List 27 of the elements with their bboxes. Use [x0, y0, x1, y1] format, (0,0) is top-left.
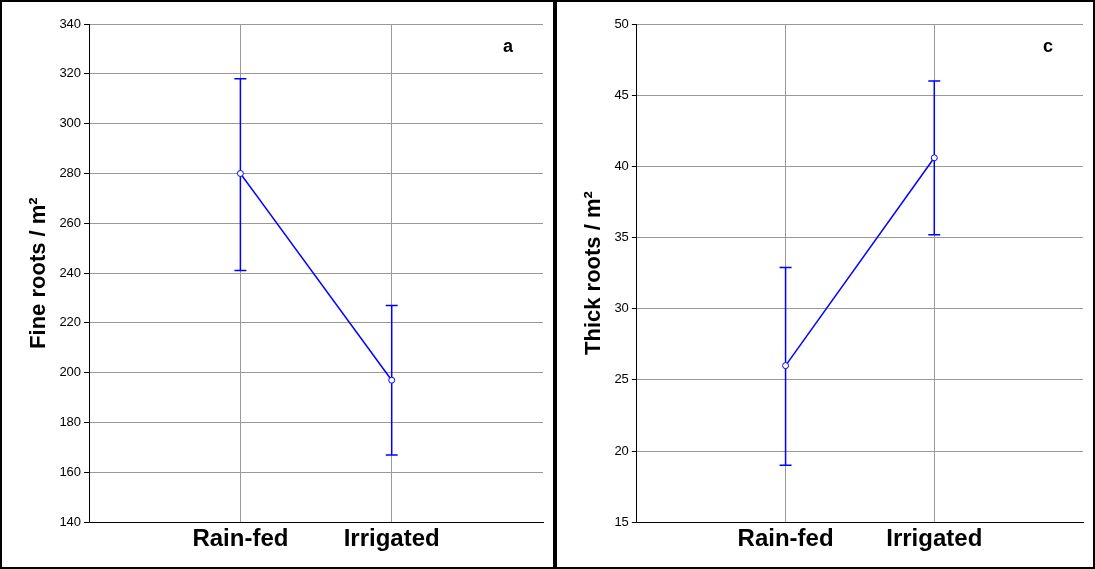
x-tick-label: Rain-fed [192, 524, 289, 552]
y-tick-label: 140 [59, 513, 82, 529]
y-tick-label: 50 [614, 15, 629, 31]
y-tick-label: 25 [614, 371, 629, 387]
y-tick-label: 180 [59, 414, 82, 430]
y-tick-label: 15 [614, 513, 629, 529]
y-tick-label: 20 [614, 442, 629, 458]
y-tick-label: 30 [614, 300, 629, 316]
x-tick-label: Rain-fed [737, 524, 834, 552]
x-tick-label: Irrigated [343, 524, 440, 552]
x-tick-label: Irrigated [886, 524, 983, 552]
y-tick-label: 260 [59, 214, 82, 230]
y-tick-label: 40 [614, 157, 629, 173]
y-tick-label: 220 [59, 314, 82, 330]
y-tick-label: 160 [59, 463, 82, 479]
y-tick-label: 320 [59, 65, 82, 81]
y-tick-label: 300 [59, 115, 82, 131]
y-tick-label: 35 [614, 229, 629, 245]
y-tick-label: 45 [614, 86, 629, 102]
annotation: c [1042, 35, 1053, 56]
y-tick-label: 200 [59, 364, 82, 380]
y-tick-label: 240 [59, 264, 82, 280]
y-tick-label: 340 [59, 15, 82, 31]
y-axis-title: Fine roots / m² [25, 197, 51, 349]
y-axis-title: Thick roots / m² [580, 191, 606, 355]
annotation: a [502, 35, 514, 56]
y-tick-label: 280 [59, 165, 82, 181]
